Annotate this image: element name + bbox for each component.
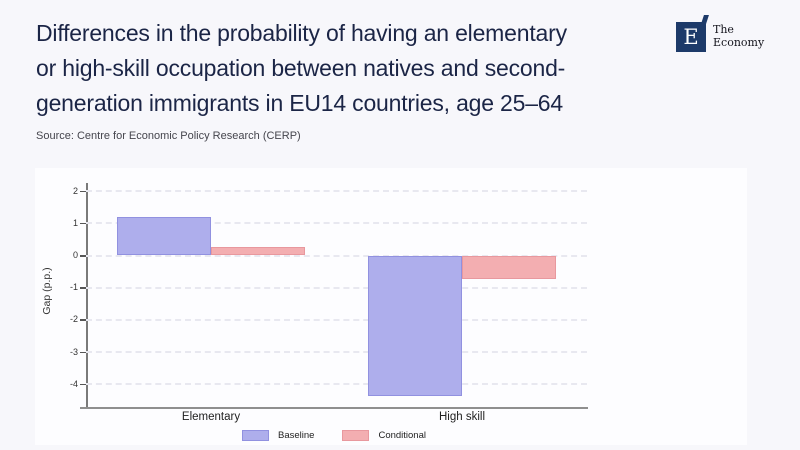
bar-baseline-elementary [117, 216, 211, 256]
bar-conditional-elementary [211, 246, 305, 256]
y-tick-mark-2 [80, 190, 86, 193]
chart-title-line-3: generation immigrants in EU14 countries,… [36, 90, 563, 116]
legend-label-conditional: Conditional [378, 430, 426, 441]
y-tick-label--3: -3 [69, 346, 78, 357]
y-tick-mark--1 [80, 287, 86, 289]
logo-square: E [676, 15, 709, 52]
chart-title: Differences in the probability of having… [36, 16, 696, 121]
y-tick-label-1: 1 [72, 217, 78, 228]
legend-label-baseline: Baseline [278, 430, 315, 441]
x-category-label-elementary: Elementary [181, 411, 241, 423]
bar-conditional-high-skill [462, 255, 556, 279]
logo-letter: E [683, 24, 699, 49]
gridline-y--2 [86, 318, 587, 321]
y-tick-label--4: -4 [69, 378, 78, 389]
y-tick-mark--2 [80, 319, 86, 321]
y-tick-label-0: 0 [72, 250, 78, 260]
gridline-y-1 [86, 222, 587, 225]
chart-legend: Baseline Conditional [80, 430, 588, 441]
gridline-y--3 [86, 351, 587, 354]
bar-baseline-high-skill [368, 255, 462, 396]
x-axis-line [80, 407, 588, 409]
legend-item-baseline: Baseline [242, 430, 314, 441]
gridline-y-0 [86, 254, 587, 257]
y-tick-mark-1 [80, 222, 86, 225]
legend-swatch-conditional [342, 430, 370, 441]
y-tick-mark--3 [80, 351, 86, 354]
gridline-y--1 [86, 286, 587, 289]
logo-wordmark-line-1: The [713, 23, 734, 36]
y-tick-label--2: -2 [69, 314, 78, 325]
logo-wordmark-line-2: Economy [713, 35, 765, 49]
y-tick-mark--4 [80, 383, 86, 386]
chart-panel: Gap (p.p.) 2 1 0 -1 -2 -3 -4 Elementary High sk… [35, 168, 747, 445]
y-axis-line [86, 183, 88, 408]
y-tick-label-2: 2 [72, 185, 78, 196]
legend-item-conditional: Conditional [342, 430, 426, 441]
gridline-y-2 [86, 190, 587, 193]
source-attribution: Source: Centre for Economic Policy Resea… [36, 130, 301, 142]
chart-title-line-2: or high-skill occupation between natives… [36, 55, 566, 81]
legend-swatch-baseline [242, 430, 269, 441]
the-economy-logo: E The Economy [676, 15, 765, 52]
y-tick-mark-0 [80, 255, 86, 257]
logo-wordmark: The Economy [713, 23, 765, 49]
logo-apostrophe-mark [700, 15, 709, 27]
gridline-y--4 [86, 383, 587, 386]
chart-title-line-1: Differences in the probability of having… [36, 20, 567, 46]
y-tick-label--1: -1 [69, 282, 78, 293]
x-category-label-high-skill: High skill [438, 411, 485, 423]
